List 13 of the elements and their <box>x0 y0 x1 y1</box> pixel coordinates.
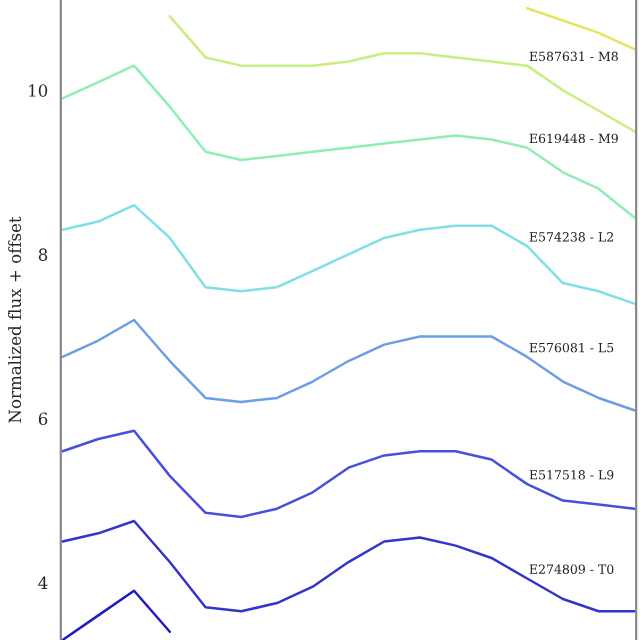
line-series <box>61 589 172 640</box>
line-series <box>61 519 636 613</box>
line-series <box>61 318 636 412</box>
y-axis-title: Normalized flux + offset <box>8 216 22 423</box>
y-tick-label: 8 <box>38 248 48 261</box>
line-series <box>61 64 636 219</box>
line-series <box>61 203 636 305</box>
line-series <box>168 15 636 133</box>
y-tick-label: 10 <box>29 84 48 97</box>
line-series <box>525 6 636 51</box>
y-tick-label: 4 <box>38 576 48 589</box>
y-tick-label: 6 <box>38 412 48 426</box>
line-series <box>61 429 636 519</box>
